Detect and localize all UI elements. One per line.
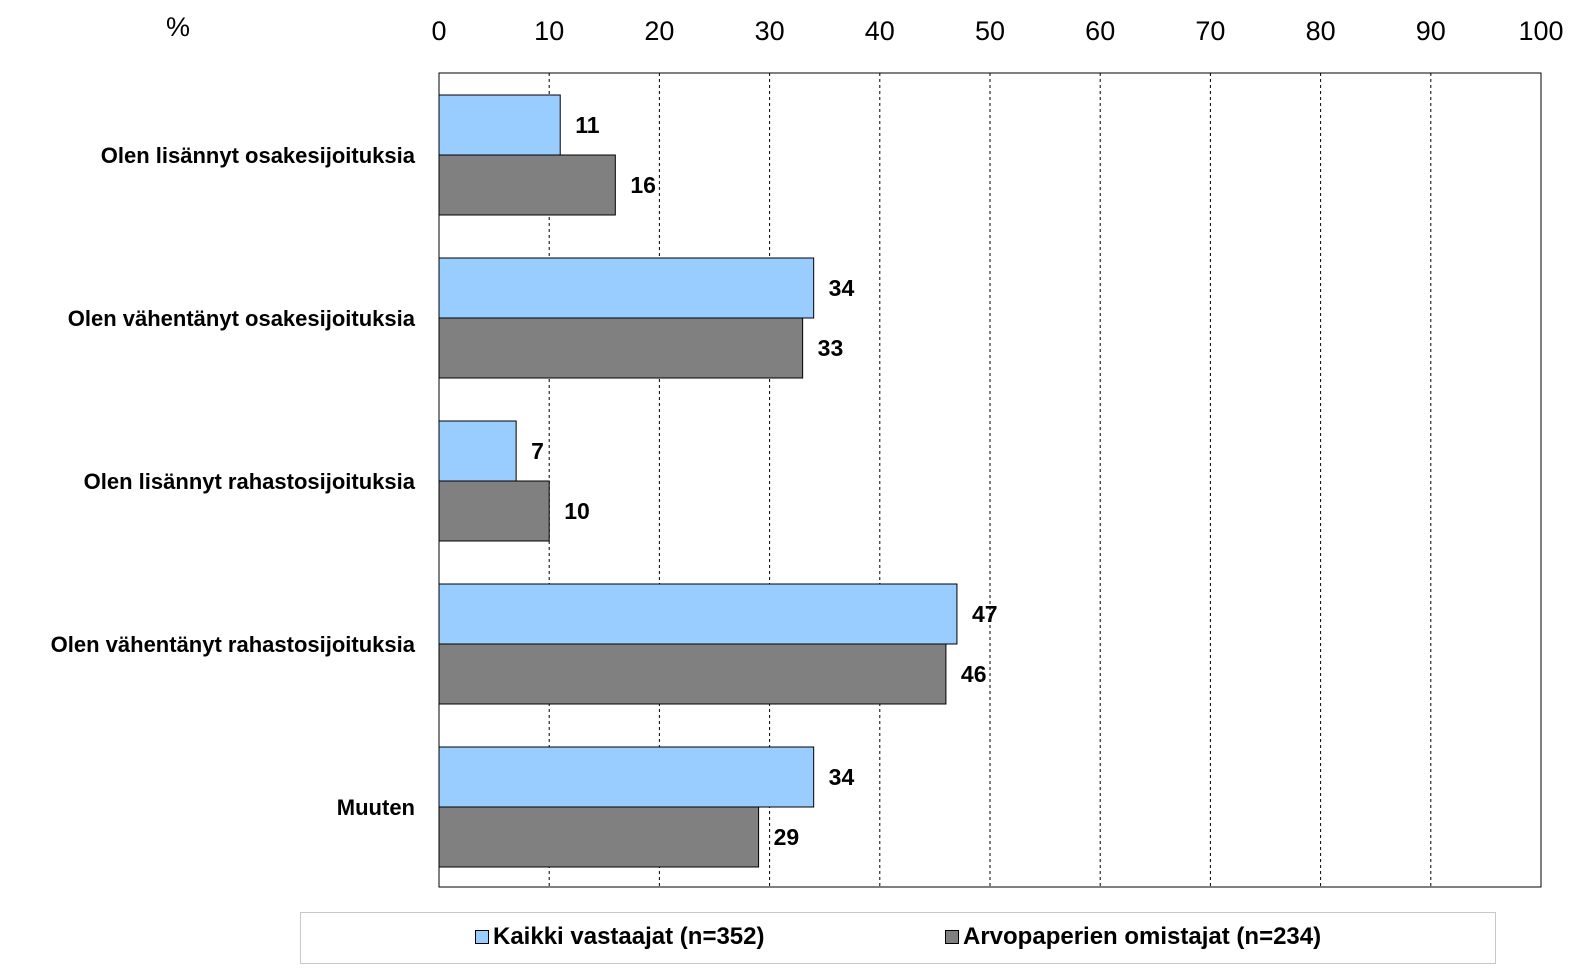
data-label: 16 xyxy=(630,172,656,198)
bar xyxy=(438,806,760,868)
bar xyxy=(438,746,815,808)
bar xyxy=(438,420,517,482)
x-tick-label: 100 xyxy=(1518,16,1563,46)
data-label: 46 xyxy=(961,661,987,687)
bar xyxy=(438,480,550,542)
bar xyxy=(438,94,561,156)
x-tick-label: 40 xyxy=(865,16,895,46)
x-tick-label: 90 xyxy=(1416,16,1446,46)
x-tick-label: 20 xyxy=(644,16,674,46)
data-labels: 11 16 34 33 7 10 47 46 34 29 xyxy=(531,112,997,850)
data-label: 7 xyxy=(531,438,544,464)
plot-area-border xyxy=(438,72,1542,888)
legend-entry-series-2: Arvopaperien omistajat (n=234) xyxy=(945,923,1321,951)
category-label: Olen lisännyt osakesijoituksia xyxy=(101,143,416,168)
x-tick-label: 80 xyxy=(1306,16,1336,46)
x-tick-label: 30 xyxy=(755,16,785,46)
x-tick-label: 70 xyxy=(1195,16,1225,46)
legend: Kaikki vastaajat (n=352) Arvopaperien om… xyxy=(300,912,1496,964)
x-tick-label: 50 xyxy=(975,16,1005,46)
data-label: 33 xyxy=(818,335,844,361)
x-tick-label: 60 xyxy=(1085,16,1115,46)
bar xyxy=(438,154,616,216)
data-label: 47 xyxy=(972,601,998,627)
x-tick-label: 0 xyxy=(431,16,446,46)
data-label: 29 xyxy=(774,824,800,850)
category-labels: Olen lisännyt osakesijoituksia Olen vähen… xyxy=(51,143,416,820)
category-label: Olen vähentänyt rahastosijoituksia xyxy=(51,632,416,657)
bar xyxy=(438,583,958,645)
bar xyxy=(438,257,815,319)
category-label: Muuten xyxy=(337,795,415,820)
bar xyxy=(438,317,804,379)
legend-label-series-1: Kaikki vastaajat (n=352) xyxy=(493,923,765,950)
category-label: Olen vähentänyt osakesijoituksia xyxy=(68,306,416,331)
legend-swatch-series-1 xyxy=(475,930,489,944)
unit-label: % xyxy=(166,12,190,42)
bars xyxy=(438,94,958,868)
category-label: Olen lisännyt rahastosijoituksia xyxy=(84,469,416,494)
data-label: 10 xyxy=(564,498,590,524)
data-label: 34 xyxy=(829,764,855,790)
data-label: 34 xyxy=(829,275,855,301)
legend-entry-series-1: Kaikki vastaajat (n=352) xyxy=(475,923,765,951)
data-label: 11 xyxy=(575,112,600,138)
x-tick-label: 10 xyxy=(534,16,564,46)
x-axis-ticks: 0 10 20 30 40 50 60 70 80 90 100 xyxy=(431,16,1563,46)
legend-label-series-2: Arvopaperien omistajat (n=234) xyxy=(963,923,1322,950)
legend-swatch-series-2 xyxy=(945,930,959,944)
bar xyxy=(438,643,947,705)
